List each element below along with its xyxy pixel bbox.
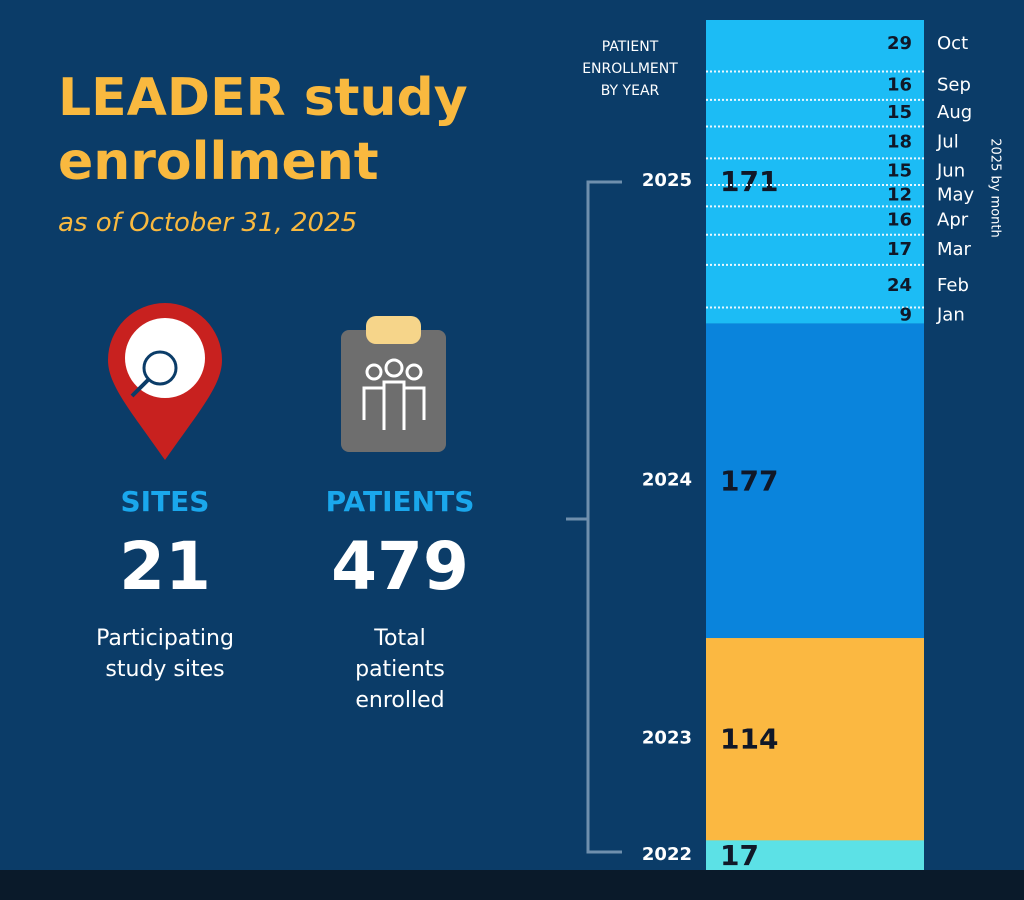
subtitle: as of October 31, 2025 — [58, 208, 358, 238]
stat-caption: Total patients enrolled — [355, 626, 445, 713]
year-label: 2022 — [642, 844, 692, 865]
month-value: 15 — [887, 102, 912, 123]
month-value: 16 — [887, 210, 912, 231]
stat-caption: Participating study sites — [96, 626, 234, 682]
month-label: May — [937, 185, 975, 206]
year-value: 114 — [720, 723, 778, 756]
month-value: 18 — [887, 131, 912, 152]
stat: SITES 21 Participating study sites — [55, 485, 275, 685]
magnifier-handle — [130, 378, 150, 398]
year-value: 17 — [720, 839, 759, 872]
stat-value: 21 — [119, 528, 211, 605]
pin-inner — [125, 318, 205, 398]
month-label: Jan — [936, 304, 965, 325]
clip — [366, 316, 421, 344]
month-label: Feb — [937, 275, 969, 296]
bracket — [566, 180, 622, 854]
chart-title: PATIENT ENROLLMENT BY YEAR — [582, 39, 678, 99]
breakdown-label: 2025 by month — [988, 138, 1003, 238]
footer-band — [0, 870, 1024, 900]
month-label: Jul — [936, 131, 959, 152]
bar-cap-fill — [706, 32, 924, 52]
stat: PATIENTS 479 Total patients enrolled — [290, 485, 510, 716]
bar-segment — [706, 839, 924, 871]
month-label: Jun — [936, 161, 965, 182]
year-value: 177 — [720, 464, 778, 497]
month-value: 29 — [887, 33, 912, 54]
year-value: 171 — [720, 165, 778, 198]
title: LEADER study enrollment — [58, 68, 468, 192]
stat-label: SITES — [120, 485, 210, 518]
clipboard-icon — [341, 330, 446, 452]
month-value: 12 — [887, 185, 912, 206]
icons — [108, 302, 446, 460]
year-label: 2023 — [642, 728, 692, 749]
stat-value: 479 — [331, 528, 469, 605]
month-label: Aug — [937, 102, 972, 123]
magnifier — [142, 350, 178, 386]
month-label: Mar — [937, 239, 972, 260]
bar-segment — [706, 637, 924, 841]
people — [362, 358, 426, 430]
month-label: Sep — [937, 75, 971, 96]
stat-label: PATIENTS — [325, 485, 475, 518]
year-label: 2024 — [642, 469, 692, 490]
month-label: Oct — [937, 33, 968, 54]
month-label: Apr — [937, 210, 969, 231]
month-value: 15 — [887, 161, 912, 182]
month-value: 9 — [899, 304, 912, 325]
month-segment — [706, 307, 924, 323]
year-label: 2025 — [642, 170, 692, 191]
month-value: 24 — [887, 275, 912, 296]
month-value: 16 — [887, 75, 912, 96]
month-value: 17 — [887, 239, 912, 260]
bar-segment — [706, 323, 924, 639]
